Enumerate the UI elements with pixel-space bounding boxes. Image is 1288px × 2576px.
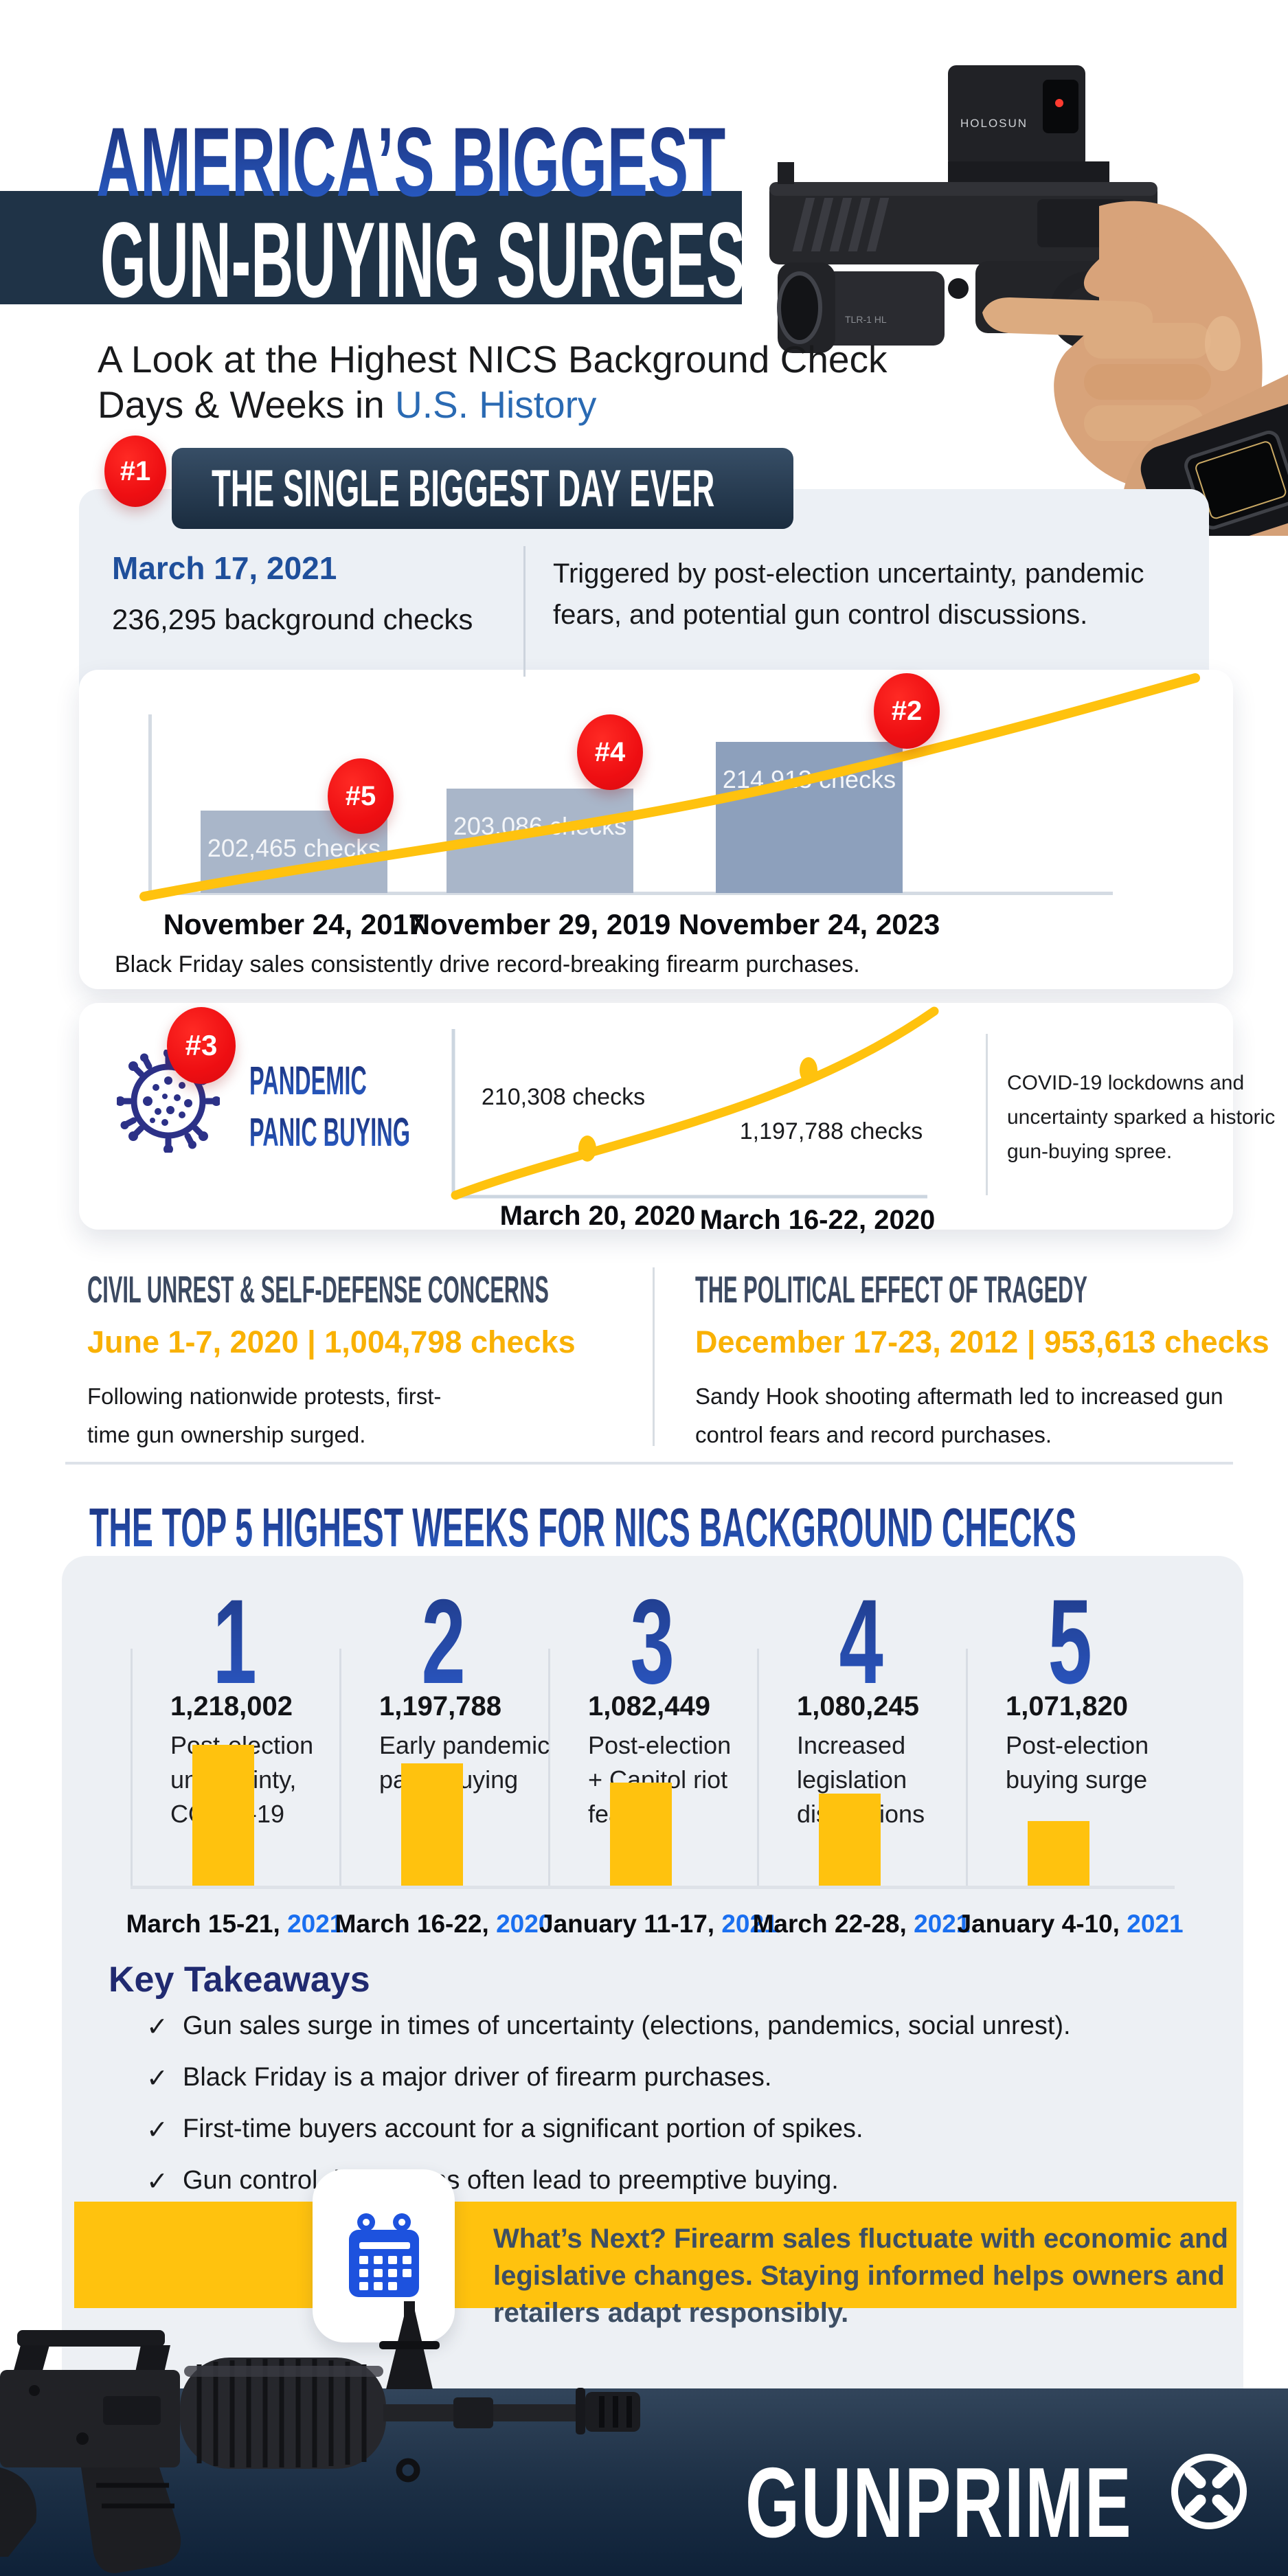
top5-rank: 3 xyxy=(548,1573,757,1711)
top5-rank: 2 xyxy=(339,1573,548,1711)
top5-date: March 16-22, 2020 xyxy=(335,1910,553,1938)
pandemic-point1-date: March 20, 2020 xyxy=(499,1201,696,1231)
bf-y-axis xyxy=(148,714,152,894)
civil-description: Following nationwide protests, first- ti… xyxy=(87,1383,442,1447)
pistol-photo: HOLOSUN TLR-1 HL xyxy=(742,0,1288,556)
takeaway-item: Gun control discussions often lead to pr… xyxy=(183,2166,839,2195)
top5-value: 1,082,449 xyxy=(588,1691,710,1721)
top5-date: January 11-17, 2021 xyxy=(539,1910,778,1938)
top5-heading: THE TOP 5 HIGHEST WEEKS FOR NICS BACKGRO… xyxy=(89,1497,1076,1558)
rank-badge-5: #5 xyxy=(328,758,394,834)
rifle-photo xyxy=(0,2301,694,2576)
bf-bar-date: November 24, 2023 xyxy=(678,908,940,940)
whats-next-text: What’s Next? Firearm sales fluctuate wit… xyxy=(493,2224,1228,2328)
subtitle-line1: A Look at the Highest NICS Background Ch… xyxy=(98,338,888,381)
whats-next-banner xyxy=(74,2202,1236,2308)
top5-date: January 4-10, 2021 xyxy=(957,1910,1184,1938)
pandemic-title: PANDEMIC PANIC BUYING xyxy=(249,1059,410,1155)
top5-value: 1,218,002 xyxy=(170,1691,293,1721)
light-brand-label: TLR-1 HL xyxy=(845,314,887,325)
top5-bar xyxy=(819,1794,881,1886)
top5-rank: 5 xyxy=(966,1573,1175,1711)
subtitle: A Look at the Highest NICS Background Ch… xyxy=(98,337,888,427)
civil-stat: June 1-7, 2020 | 1,004,798 checks xyxy=(87,1324,576,1359)
top5-description: Post-election buying surge xyxy=(1006,1731,1149,1794)
optic-brand-label: HOLOSUN xyxy=(960,117,1028,130)
takeaway-item: Black Friday is a major driver of firear… xyxy=(183,2063,772,2092)
bf-bar-date: November 24, 2017 xyxy=(163,908,425,940)
rank-badge-4: #4 xyxy=(577,714,643,790)
top5-bar xyxy=(1028,1821,1089,1886)
check-icon: ✓ xyxy=(146,2063,168,2093)
top5-column-divider xyxy=(966,1649,968,1886)
takeaway-item: Gun sales surge in times of uncertainty … xyxy=(183,2011,1071,2040)
civil-heading: CIVIL UNREST & SELF-DEFENSE CONCERNS xyxy=(87,1268,549,1311)
tragedy-description: Sandy Hook shooting aftermath led to inc… xyxy=(695,1383,1223,1447)
top5-rank: 1 xyxy=(131,1573,339,1711)
top5-column-divider xyxy=(339,1649,341,1886)
page-title-line2: GUN-BUYING SURGES xyxy=(100,201,746,320)
single-day-stat: 236,295 background checks xyxy=(112,603,473,635)
pandemic-description: COVID-19 lockdowns and uncertainty spark… xyxy=(1007,1072,1276,1163)
subtitle-highlight: U.S. History xyxy=(395,383,597,426)
rank-badge-1: #1 xyxy=(104,436,166,507)
top5-date: March 22-28, 2021 xyxy=(752,1910,971,1938)
top5-bar xyxy=(610,1783,672,1886)
top5-date: March 15-21, 2021 xyxy=(126,1910,344,1938)
check-icon: ✓ xyxy=(146,2011,168,2042)
calendar-icon-card xyxy=(313,2169,455,2342)
top5-bar xyxy=(401,1763,463,1886)
tragedy-stat: December 17-23, 2012 | 953,613 checks xyxy=(695,1324,1269,1359)
bf-bar: 203,086 checks xyxy=(447,789,633,893)
pandemic-point1-label: 210,308 checks xyxy=(481,1084,646,1110)
bf-bar-label: 214,913 checks xyxy=(722,765,896,793)
top5-value: 1,071,820 xyxy=(1006,1691,1128,1721)
top5-bar xyxy=(192,1745,254,1886)
footer-brand: GUNPRIME xyxy=(745,2447,1133,2558)
bf-bar-label: 203,086 checks xyxy=(453,812,627,840)
subtitle-line2: Days & Weeks in U.S. History xyxy=(98,383,597,426)
check-icon: ✓ xyxy=(146,2166,168,2196)
takeaway-item: First-time buyers account for a signific… xyxy=(183,2114,863,2143)
check-icon: ✓ xyxy=(146,2114,168,2145)
single-day-divider xyxy=(523,546,526,677)
top5-rank: 4 xyxy=(757,1573,966,1711)
top5-value: 1,080,245 xyxy=(797,1691,919,1721)
page-title-line1: AMERICA’S BIGGEST xyxy=(96,106,1111,219)
single-day-banner: THE SINGLE BIGGEST DAY EVER xyxy=(172,448,793,529)
pandemic-divider xyxy=(986,1034,988,1195)
pandemic-point2-date: March 16-22, 2020 xyxy=(699,1205,936,1235)
brand-crosshair-icon xyxy=(1164,2447,1254,2540)
top5-column-divider xyxy=(757,1649,759,1886)
section-divider xyxy=(65,1462,1233,1465)
bf-bar: 214,913 checks xyxy=(716,742,903,893)
calendar-icon xyxy=(348,2213,419,2297)
bf-caption: Black Friday sales consistently drive re… xyxy=(115,951,860,978)
pandemic-point2-label: 1,197,788 checks xyxy=(739,1118,923,1144)
top5-value: 1,197,788 xyxy=(379,1691,501,1721)
top5-baseline xyxy=(131,1886,1175,1889)
takeaways-heading: Key Takeaways xyxy=(109,1960,370,2000)
top5-column-divider xyxy=(548,1649,550,1886)
top5-column-divider xyxy=(131,1649,133,1886)
civil-tragedy-divider xyxy=(653,1267,655,1446)
single-day-description: Triggered by post-election uncertainty, … xyxy=(553,558,1144,630)
bf-bar-date: November 29, 2019 xyxy=(409,908,671,940)
rank-badge-2: #2 xyxy=(874,673,940,749)
tragedy-heading: THE POLITICAL EFFECT OF TRAGEDY xyxy=(695,1268,1087,1311)
rank-badge-3: #3 xyxy=(167,1007,236,1084)
single-day-date: March 17, 2021 xyxy=(112,550,337,586)
